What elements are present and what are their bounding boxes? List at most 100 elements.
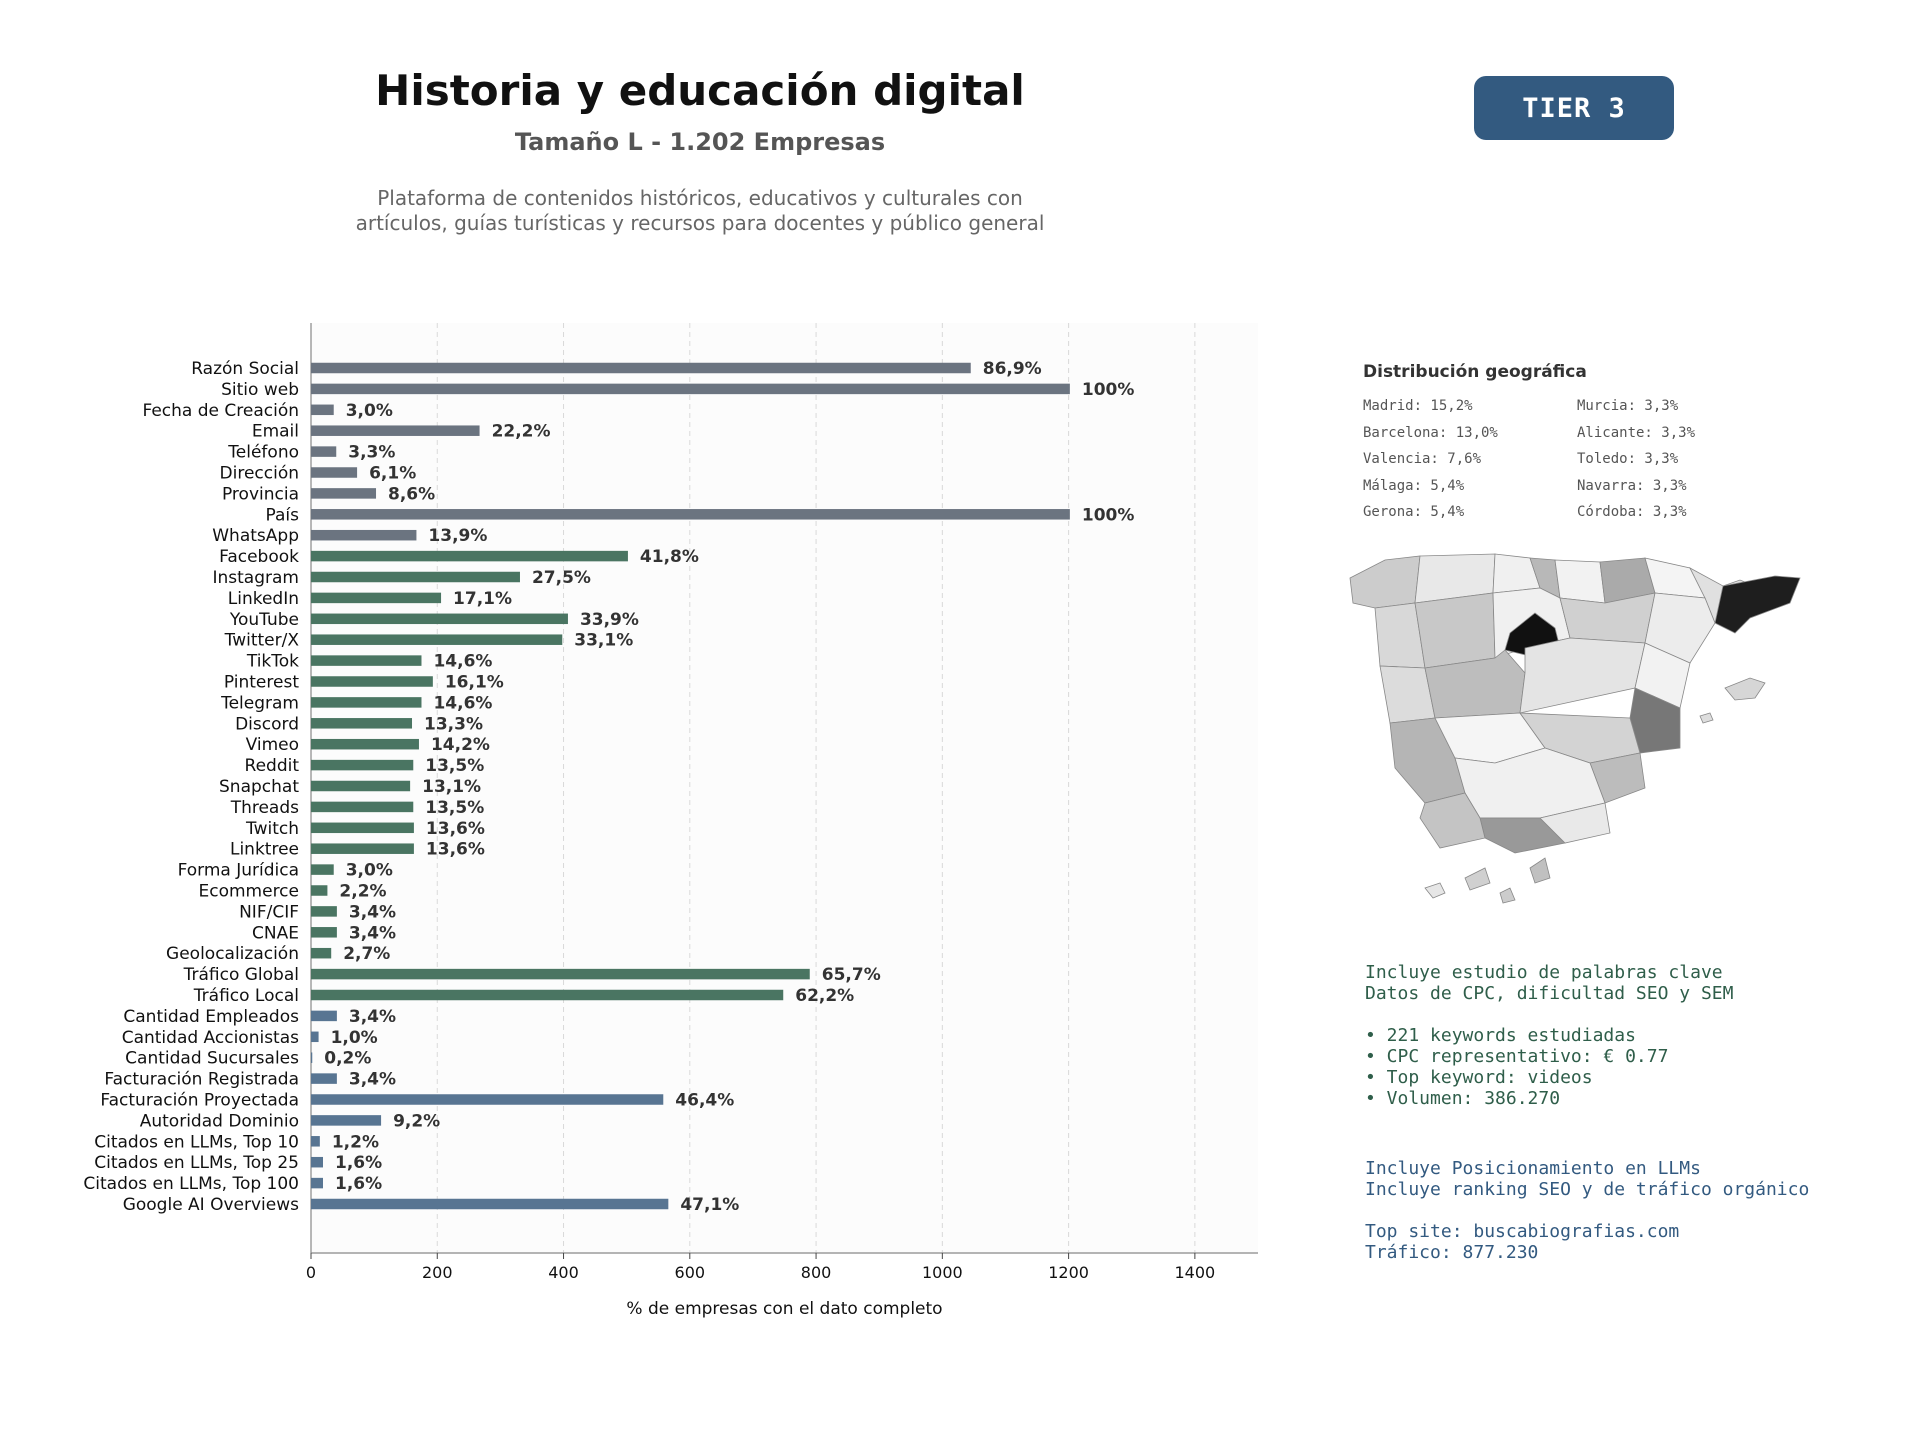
x-tick-label: 400 xyxy=(548,1263,579,1282)
bar xyxy=(311,529,417,541)
keywords-line: Datos de CPC, dificultad SEO y SEM xyxy=(1365,983,1734,1004)
map-region xyxy=(1464,867,1491,891)
y-tick-label: Twitch xyxy=(245,819,299,839)
bar xyxy=(311,906,337,917)
map-region xyxy=(1414,592,1496,669)
y-tick-label: Geolocalización xyxy=(166,944,299,964)
map-region xyxy=(1424,882,1446,899)
map-region xyxy=(1499,887,1516,904)
keywords-line: • CPC representativo: € 0.77 xyxy=(1365,1046,1669,1067)
bar xyxy=(311,822,414,834)
llm-line: Top site: buscabiografias.com xyxy=(1365,1221,1680,1242)
data-label: 13,6% xyxy=(426,819,485,839)
y-tick-label: CNAE xyxy=(252,923,299,943)
bar xyxy=(311,488,377,499)
y-tick-label: Vimeo xyxy=(246,735,299,755)
data-label: 47,1% xyxy=(680,1195,739,1215)
data-label: 8,6% xyxy=(388,484,435,504)
bar xyxy=(311,1031,319,1043)
tier-badge: TIER 3 xyxy=(1474,76,1674,140)
description-line: Plataforma de contenidos históricos, edu… xyxy=(377,186,1023,210)
bar xyxy=(311,1010,337,1022)
bar xyxy=(311,383,1070,395)
geo-item: Córdoba: 3,3% xyxy=(1577,504,1687,520)
y-tick-label: TikTok xyxy=(246,652,299,672)
map-region xyxy=(1519,637,1646,714)
llm-line: Incluye Posicionamiento en LLMs xyxy=(1365,1158,1701,1179)
y-tick-label: País xyxy=(266,505,300,525)
y-tick-label: Razón Social xyxy=(191,359,299,379)
x-tick-label: 1000 xyxy=(922,1263,963,1282)
bar xyxy=(311,968,810,980)
geo-item: Toledo: 3,3% xyxy=(1577,451,1679,467)
data-label: 3,4% xyxy=(349,1007,396,1027)
data-label: 2,2% xyxy=(339,882,386,902)
data-label: 17,1% xyxy=(453,589,512,609)
bar xyxy=(311,927,337,938)
x-tick-label: 1400 xyxy=(1175,1263,1216,1282)
y-tick-label: Forma Jurídica xyxy=(178,861,299,881)
x-tick-label: 1200 xyxy=(1048,1263,1089,1282)
map-region xyxy=(1349,555,1421,609)
bar xyxy=(311,467,358,478)
keywords-line: • Top keyword: videos xyxy=(1365,1067,1593,1088)
data-label: 65,7% xyxy=(822,965,881,985)
data-label: 14,6% xyxy=(433,652,492,672)
geo-list-right: Murcia: 3,3% Alicante: 3,3% Toledo: 3,3%… xyxy=(1577,398,1695,531)
bar xyxy=(311,655,422,666)
data-label: 14,6% xyxy=(433,693,492,713)
map-region xyxy=(1629,687,1681,754)
bar xyxy=(311,780,411,792)
data-label: 1,0% xyxy=(331,1028,378,1048)
page-subtitle: Tamaño L - 1.202 Empresas xyxy=(514,128,886,156)
y-tick-label: Email xyxy=(252,422,299,442)
bar xyxy=(311,989,784,1001)
bar xyxy=(311,446,337,457)
y-tick-label: Fecha de Creación xyxy=(142,401,299,421)
x-tick-label: 600 xyxy=(675,1263,706,1282)
geo-distribution-title: Distribución geográfica xyxy=(1363,362,1587,382)
y-tick-label: Facebook xyxy=(219,547,299,567)
bar xyxy=(311,1177,323,1189)
data-label: 13,3% xyxy=(424,714,483,734)
bar xyxy=(311,1136,320,1147)
y-tick-label: Ecommerce xyxy=(199,882,300,902)
bar xyxy=(311,1198,669,1210)
geo-item: Barcelona: 13,0% xyxy=(1363,424,1498,441)
data-label: 1,6% xyxy=(335,1153,382,1173)
data-label: 13,1% xyxy=(422,777,481,797)
map-region xyxy=(1539,802,1611,844)
map-region xyxy=(1419,792,1486,849)
y-tick-label: Facturación Registrada xyxy=(104,1070,299,1090)
y-tick-label: Pinterest xyxy=(224,673,299,693)
data-label: 100% xyxy=(1082,505,1135,525)
x-tick-label: 800 xyxy=(801,1263,832,1282)
y-tick-label: Google AI Overviews xyxy=(123,1195,299,1215)
map-region xyxy=(1529,857,1551,884)
page-title: Historia y educación digital xyxy=(375,66,1025,115)
bar xyxy=(311,718,413,729)
geo-item: Madrid: 15,2% xyxy=(1363,398,1473,414)
x-axis-label: % de empresas con el dato completo xyxy=(626,1299,942,1319)
y-tick-label: Cantidad Sucursales xyxy=(125,1049,299,1069)
bar xyxy=(311,592,442,604)
y-tick-label: Tráfico Local xyxy=(193,986,299,1006)
bar xyxy=(311,613,568,625)
bar xyxy=(311,550,628,562)
data-label: 3,0% xyxy=(346,861,393,881)
data-label: 86,9% xyxy=(983,359,1042,379)
y-tick-label: YouTube xyxy=(229,610,299,630)
bar xyxy=(311,697,422,708)
data-label: 46,4% xyxy=(675,1091,734,1111)
bar xyxy=(311,404,334,416)
y-tick-label: NIF/CIF xyxy=(239,902,299,922)
geo-item: Valencia: 7,6% xyxy=(1363,451,1482,467)
bar xyxy=(311,676,433,687)
data-label: 14,2% xyxy=(431,735,490,755)
data-label: 3,4% xyxy=(349,902,396,922)
data-label: 33,1% xyxy=(574,631,633,651)
bar xyxy=(311,885,328,896)
keywords-line: • 221 keywords estudiadas xyxy=(1365,1025,1636,1046)
bar xyxy=(311,864,334,875)
bar xyxy=(311,801,414,813)
